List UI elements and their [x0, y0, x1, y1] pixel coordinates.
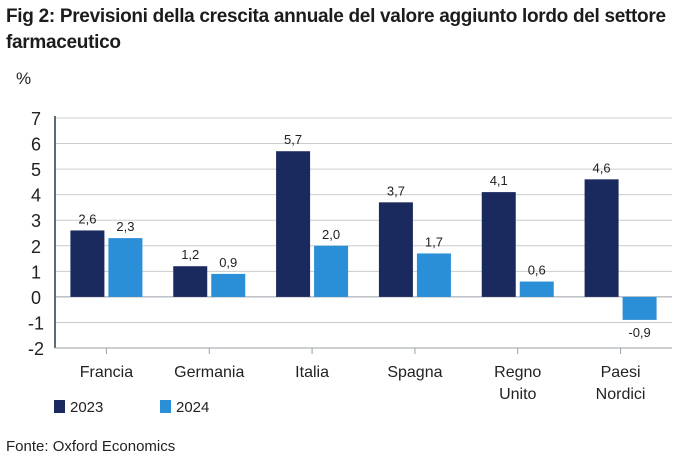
y-tick-label: -2 — [28, 339, 44, 359]
labels: 2,6 2,3 Francia 1,2 0,9 Germania 5,7 2,0 Italia 3… — [78, 132, 650, 403]
legend-label-2023: 2023 — [70, 399, 103, 416]
bar-2024-regno-unito — [519, 281, 554, 297]
legend-swatch-2024 — [160, 400, 171, 413]
bar-2023-spagna — [378, 202, 413, 297]
bar-2024-germania — [211, 273, 246, 297]
axes: 7 6 5 4 3 2 1 0 -1 -2 — [28, 109, 672, 359]
x-tick-label: Italia — [295, 364, 329, 381]
y-tick-label: 0 — [31, 288, 41, 308]
legend: 2023 2024 — [54, 399, 209, 416]
data-label: 0,9 — [219, 255, 237, 270]
x-tick-label: Spagna — [387, 364, 442, 381]
data-label: 2,3 — [116, 219, 134, 234]
bar-2023-paesi-nordici — [584, 179, 619, 297]
y-tick-label: 7 — [31, 109, 41, 129]
x-tick-label: Francia — [80, 364, 133, 381]
gridlines — [55, 117, 672, 323]
y-tick-label: 2 — [31, 237, 41, 257]
x-tick-label: Nordici — [596, 386, 646, 403]
y-tick-label: 3 — [31, 211, 41, 231]
y-tick-label: -1 — [28, 313, 44, 333]
data-label: 2,0 — [322, 227, 340, 242]
legend-swatch-2023 — [54, 400, 65, 413]
legend-label-2024: 2024 — [176, 399, 209, 416]
y-tick-label: 4 — [31, 186, 41, 206]
data-label: 4,6 — [593, 160, 611, 175]
bar-2023-italia — [276, 151, 311, 297]
data-label: 3,7 — [387, 183, 405, 198]
bar-2024-spagna — [416, 253, 451, 297]
x-tick-label: Unito — [499, 386, 536, 403]
bar-2023-germania — [173, 266, 208, 297]
data-label: 2,6 — [78, 211, 96, 226]
data-label: 1,7 — [425, 234, 443, 249]
data-label: 5,7 — [284, 132, 302, 147]
data-label: 1,2 — [181, 247, 199, 262]
data-label: 0,6 — [528, 263, 546, 278]
bar-2024-paesi-nordici — [622, 296, 657, 320]
bars — [70, 151, 657, 320]
source-note: Fonte: Oxford Economics — [6, 438, 176, 455]
data-label: 4,1 — [490, 173, 508, 188]
bar-2023-regno-unito — [481, 192, 516, 297]
data-label: -0,9 — [628, 325, 650, 340]
bar-2023-francia — [70, 230, 105, 297]
x-tick-label: Germania — [174, 364, 244, 381]
y-tick-label: 1 — [31, 262, 41, 282]
chart-title: Fig 2: Previsioni della crescita annuale… — [6, 6, 666, 53]
x-tick-label: Regno — [494, 364, 541, 381]
y-tick-label: 5 — [31, 160, 41, 180]
x-tick-label: Paesi — [601, 364, 641, 381]
y-tick-label: 6 — [31, 135, 41, 155]
y-axis-unit-label: % — [16, 69, 32, 88]
bar-2024-italia — [314, 245, 349, 297]
bar-2024-francia — [108, 238, 143, 297]
